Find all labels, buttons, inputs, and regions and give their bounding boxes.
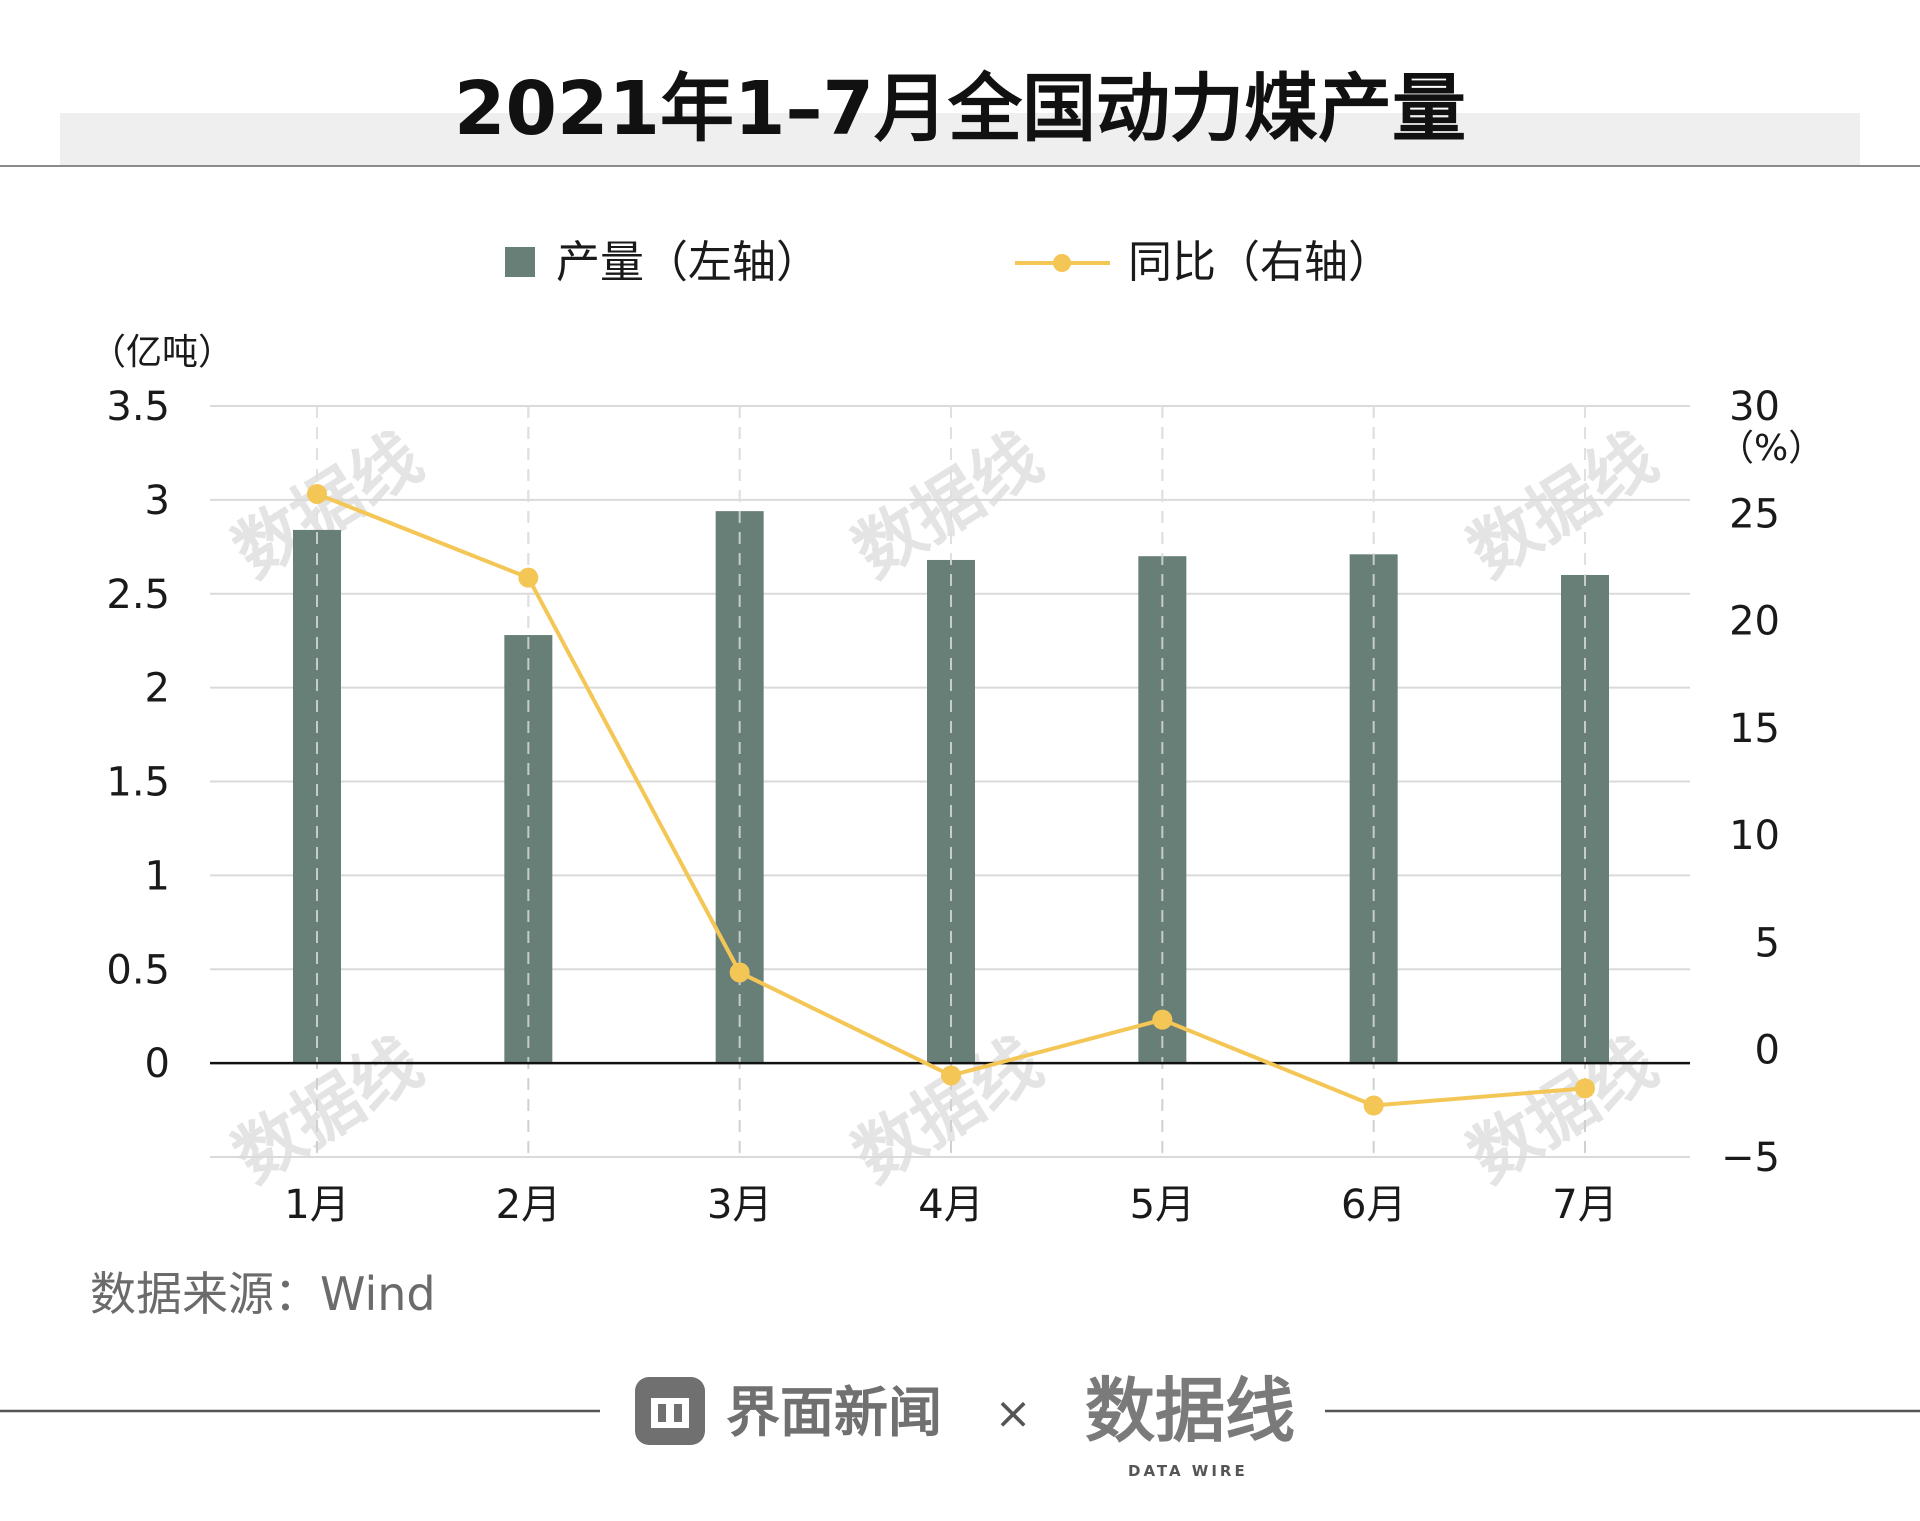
legend-line-label: 同比（右轴） [1128, 237, 1392, 288]
brand-jiemian: 界面新闻 [726, 1381, 942, 1444]
yoy-point-7 [1575, 1078, 1595, 1099]
x-tick-5: 5月 [1130, 1182, 1195, 1228]
yoy-point-4 [941, 1065, 961, 1086]
yoy-point-6 [1363, 1095, 1384, 1116]
right-tick-3: 10 [1729, 813, 1780, 859]
left-tick-2: 1 [145, 853, 170, 899]
x-tick-1: 1月 [284, 1182, 349, 1228]
legend-bar-label: 产量（左轴） [556, 237, 820, 288]
title-band [60, 113, 1860, 165]
x-tick-7: 7月 [1552, 1182, 1617, 1228]
right-tick-2: 5 [1755, 920, 1780, 966]
x-tick-4: 4月 [918, 1182, 983, 1228]
watermark-3: 数据线 [1456, 418, 1671, 593]
x-tick-2: 2月 [496, 1182, 561, 1228]
yoy-point-1 [307, 483, 327, 504]
yoy-point-3 [729, 962, 750, 983]
left-tick-1: 0.5 [106, 947, 170, 993]
left-tick-5: 2.5 [106, 572, 170, 618]
left-axis-ticks: 0 0.5 1 1.5 2 2.5 3 3.5 [106, 384, 170, 1087]
jiemian-logo [635, 1377, 705, 1445]
left-tick-0: 0 [145, 1041, 170, 1087]
legend-bar-swatch [505, 247, 535, 277]
left-tick-4: 2 [145, 666, 170, 712]
right-axis-unit: （%） [1718, 428, 1824, 469]
left-tick-7: 3.5 [106, 384, 170, 430]
line-series [307, 483, 1595, 1116]
legend-line-marker [1053, 254, 1071, 272]
category-guides-overlay [316, 406, 1586, 1064]
x-tick-3: 3月 [707, 1182, 772, 1228]
x-axis-ticks: 1月 2月 3月 4月 5月 6月 7月 [284, 1182, 1617, 1228]
right-tick-4: 15 [1729, 706, 1780, 752]
left-axis-unit: （亿吨） [90, 332, 234, 373]
right-tick-7: 30 [1729, 384, 1780, 430]
right-tick-5: 20 [1729, 599, 1780, 645]
legend: 产量（左轴） 同比（右轴） [505, 237, 1392, 288]
left-tick-3: 1.5 [106, 760, 170, 806]
right-tick-1: 0 [1755, 1028, 1780, 1074]
left-tick-6: 3 [145, 478, 170, 524]
chart-title: 2021年1–7月全国动力煤产量 [454, 66, 1466, 152]
source-note: 数据来源：Wind [90, 1267, 436, 1321]
brand-separator: × [995, 1388, 1032, 1439]
right-tick-0: −5 [1721, 1135, 1780, 1181]
x-tick-6: 6月 [1341, 1182, 1406, 1228]
yoy-point-5 [1152, 1009, 1173, 1030]
brand-datawire-sub: DATA WIRE [1128, 1462, 1248, 1480]
right-tick-6: 25 [1729, 491, 1780, 537]
right-axis-ticks: −5 0 5 10 15 20 25 30 [1721, 384, 1780, 1181]
yoy-point-2 [518, 567, 539, 588]
brand-datawire: 数据线 [1085, 1370, 1295, 1452]
